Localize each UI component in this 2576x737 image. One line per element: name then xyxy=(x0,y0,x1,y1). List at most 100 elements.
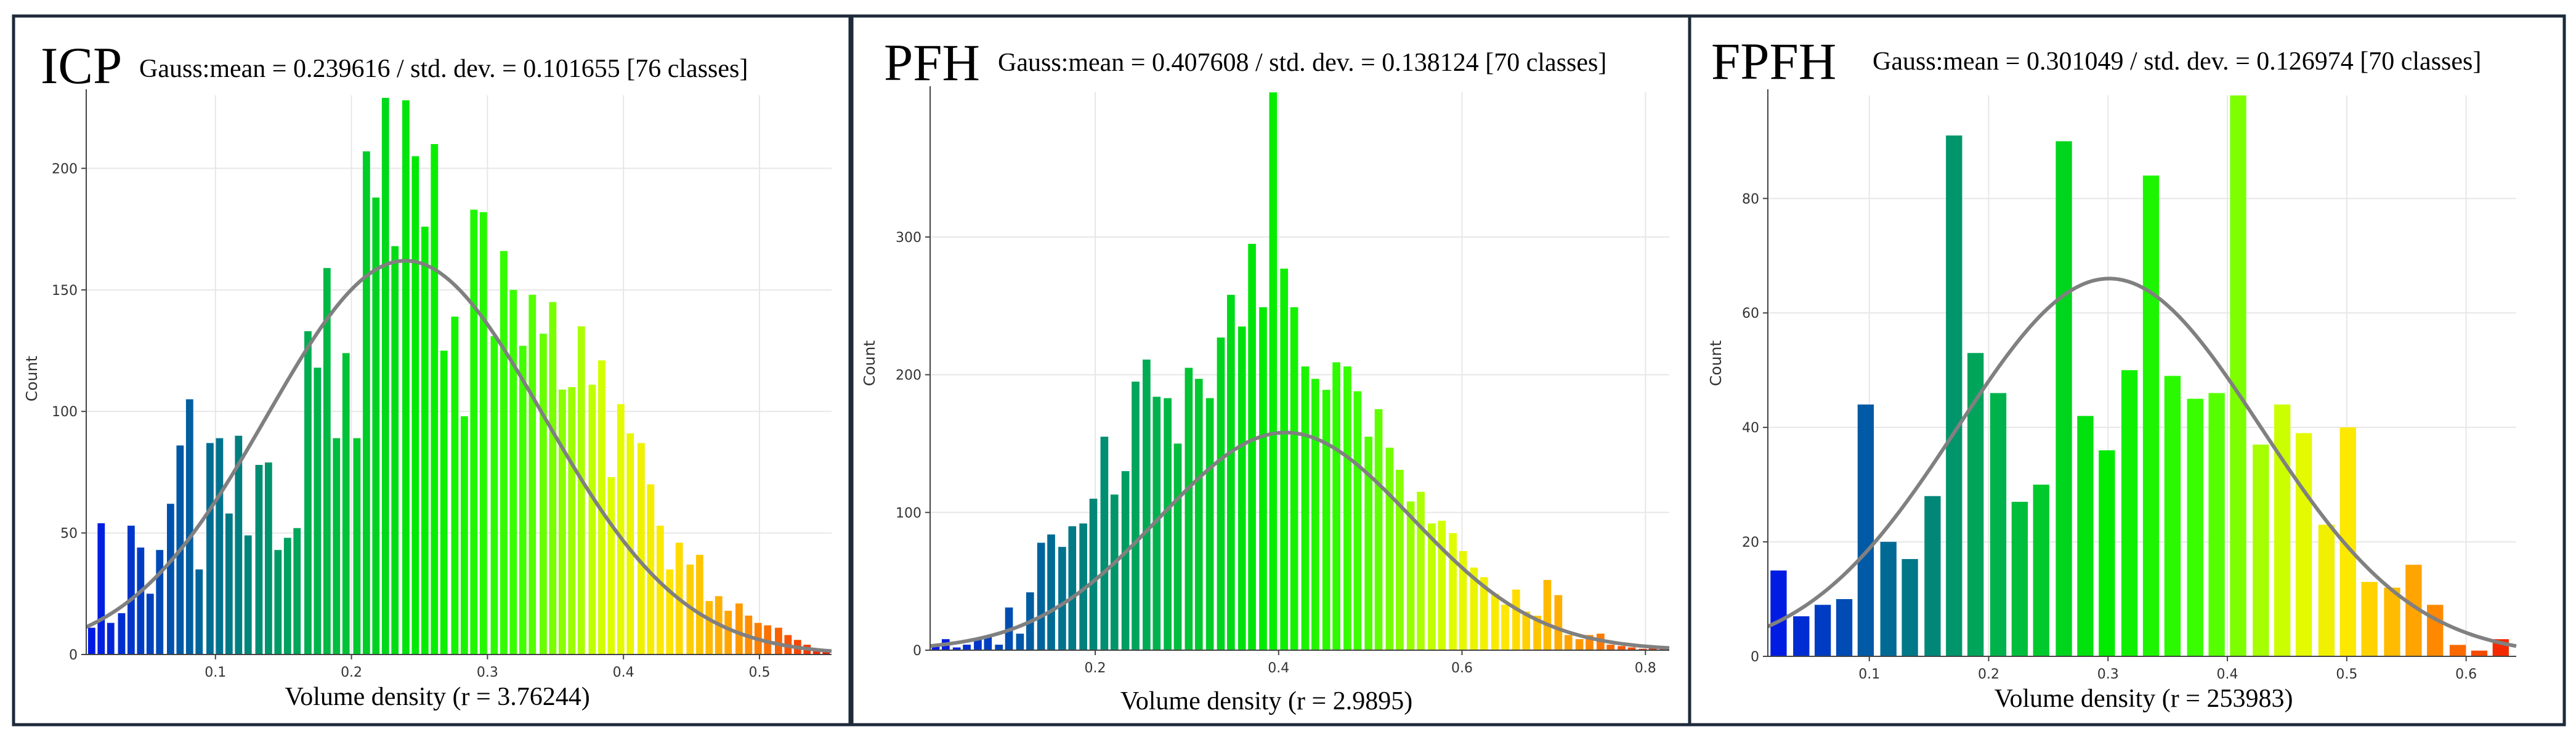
x-axis-label: Volume density (r = 3.76244) xyxy=(285,683,589,711)
histogram-bar xyxy=(931,646,940,650)
bars-layer xyxy=(87,97,830,655)
histogram-bar xyxy=(490,336,498,654)
chart-title: Gauss:mean = 0.301049 / std. dev. = 0.12… xyxy=(1873,47,2481,76)
y-tick-label: 300 xyxy=(896,230,921,246)
histogram-bar xyxy=(2121,370,2138,656)
histogram-bar xyxy=(705,601,713,654)
histogram-bar xyxy=(431,143,439,654)
histogram-bar xyxy=(137,547,145,654)
histogram-bar xyxy=(235,435,243,654)
histogram-bar xyxy=(995,645,1003,650)
histogram-bar xyxy=(1491,594,1499,650)
histogram-bar xyxy=(1121,471,1130,650)
histogram-bar xyxy=(2471,650,2488,656)
y-tick-label: 0 xyxy=(913,643,921,659)
histogram-bar xyxy=(2274,404,2291,656)
histogram-bar xyxy=(460,416,468,654)
x-tick-label: 0.2 xyxy=(1084,661,1106,676)
histogram-bar xyxy=(1269,92,1278,650)
histogram-bar xyxy=(274,550,282,654)
histogram-bar xyxy=(1237,326,1246,650)
histogram-bar xyxy=(421,227,429,654)
histogram-bar xyxy=(2033,485,2049,656)
histogram-bar xyxy=(1164,398,1172,650)
histogram-bar xyxy=(391,246,399,654)
histogram-bar xyxy=(87,627,95,654)
histogram-bar xyxy=(540,333,547,654)
y-tick-label: 0 xyxy=(69,648,78,663)
histogram-bar xyxy=(1648,647,1657,650)
histogram-bar xyxy=(1470,567,1478,650)
histogram-bar xyxy=(2361,582,2378,656)
histogram-bar xyxy=(1417,491,1425,650)
histogram-bar xyxy=(314,368,322,654)
histogram-bar xyxy=(1047,534,1055,650)
x-tick-label: 0.6 xyxy=(1451,661,1473,676)
histogram-bar xyxy=(1902,558,1918,656)
x-tick-label: 0.2 xyxy=(341,665,362,680)
histogram-bar xyxy=(1638,648,1647,650)
histogram-bar xyxy=(333,438,341,654)
histogram-bar xyxy=(1280,268,1289,651)
histogram-bar xyxy=(735,603,743,654)
x-tick-label: 0.8 xyxy=(1635,661,1656,676)
histogram-bar xyxy=(963,645,971,650)
histogram-bar xyxy=(411,156,419,654)
histogram-bar xyxy=(974,639,982,650)
histogram-bar xyxy=(255,465,263,654)
x-tick-label: 0.3 xyxy=(2097,667,2119,682)
y-tick-label: 100 xyxy=(896,505,921,521)
histogram-bar xyxy=(470,209,478,654)
x-tick-label: 0.5 xyxy=(748,665,770,680)
histogram-bar xyxy=(1618,646,1626,650)
x-tick-label: 0.2 xyxy=(1978,667,1999,682)
histogram-bar xyxy=(402,100,410,654)
histogram-bar xyxy=(1374,409,1383,650)
histogram-bar xyxy=(519,345,527,654)
y-tick-label: 80 xyxy=(1742,191,1759,207)
x-axis-label: Volume density (r = 253983) xyxy=(1995,685,2293,713)
histogram-bar xyxy=(1353,391,1362,650)
histogram-bar xyxy=(1185,368,1193,650)
histogram-bar xyxy=(597,360,606,654)
histogram-bar xyxy=(342,353,350,654)
histogram-bar xyxy=(127,525,135,654)
y-axis-label: Count xyxy=(861,340,878,386)
curve-layer xyxy=(930,430,1670,650)
panel-fpfh: 0 20 40 60 80 0.1 0.2 0.3 0.4 0.5 0.6 FPFH Gauss:m… xyxy=(1688,14,2566,727)
gauss-fit-curve xyxy=(930,430,1670,650)
histogram-bar xyxy=(812,650,820,654)
panel-label: ICP xyxy=(41,37,122,95)
histogram-bar xyxy=(1290,307,1298,651)
histogram-bar xyxy=(1173,443,1182,650)
panel-label: PFH xyxy=(884,34,980,92)
x-tick-label: 0.1 xyxy=(1858,667,1880,682)
histogram-bar xyxy=(1857,404,1874,656)
histogram-bar xyxy=(2427,605,2444,656)
histogram-bar xyxy=(264,462,272,654)
x-tick-label: 0.4 xyxy=(2217,667,2238,682)
histogram-bar xyxy=(1438,520,1446,650)
histogram-bar xyxy=(1110,494,1119,650)
histogram-bar xyxy=(2056,141,2072,656)
histogram-bar xyxy=(2187,398,2203,656)
histogram-bar xyxy=(1990,393,2007,656)
histogram-bar xyxy=(1227,294,1235,651)
histogram-bar xyxy=(1332,362,1340,650)
panel-label: FPFH xyxy=(1711,33,1836,91)
histogram-bar xyxy=(146,594,154,654)
histogram-bar xyxy=(225,513,233,654)
histogram-bar xyxy=(656,525,664,654)
histogram-bar xyxy=(1406,501,1415,650)
y-tick-label: 20 xyxy=(1742,535,1759,550)
histogram-bar xyxy=(1132,381,1140,650)
y-tick-label: 50 xyxy=(60,526,78,542)
histogram-bar xyxy=(451,316,459,654)
histogram-bar xyxy=(216,438,224,654)
gauss-fit-curve xyxy=(85,259,832,653)
histogram-bar xyxy=(2253,445,2269,656)
histogram-bar xyxy=(1152,397,1161,650)
y-tick-label: 40 xyxy=(1742,421,1759,436)
histogram-bar xyxy=(617,404,625,654)
